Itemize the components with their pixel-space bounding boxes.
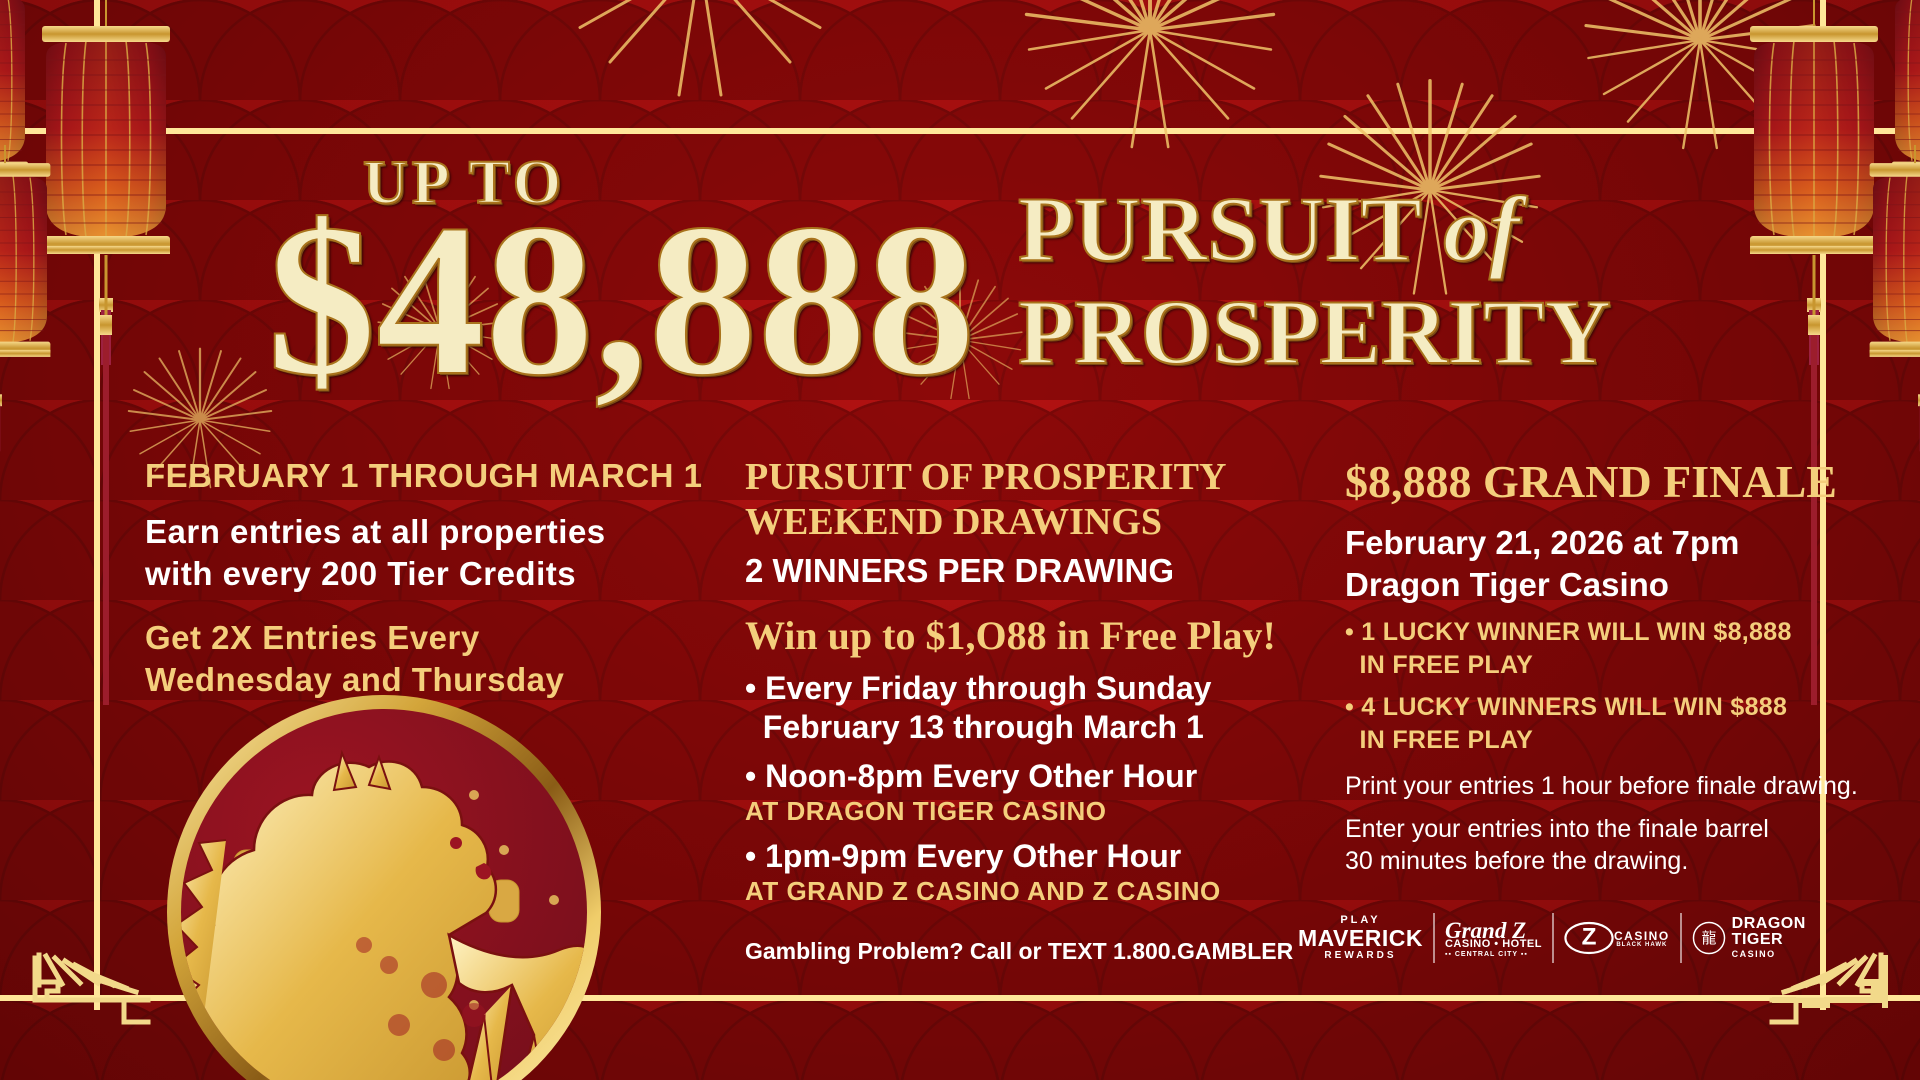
svg-text:Z: Z [1582, 923, 1597, 950]
svg-text:龍: 龍 [1701, 930, 1716, 947]
